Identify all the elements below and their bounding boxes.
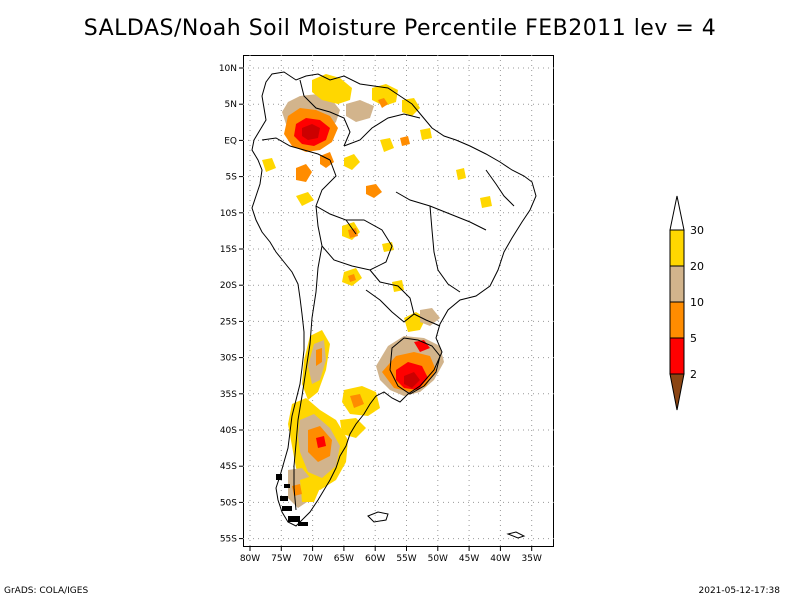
patch-brazil-south-tan [420,308,440,326]
colorbar-label: 5 [690,332,697,345]
border-brazil-north [343,113,421,147]
patch-bolivia-orange [348,274,356,282]
border-brazil-internal3 [485,169,515,207]
longitude-labels: 80W 75W 70W 65W 60W 55W 50W 45W 40W 35W [240,554,542,564]
patch-amazon-orange1 [296,164,312,182]
percentile-patches [262,74,492,508]
lon-label: 45W [459,554,479,564]
lat-label: 40S [220,426,237,436]
colorbar-label: 2 [690,368,697,381]
map-title: SALDAS/Noah Soil Moisture Percentile FEB… [83,16,717,41]
fjord-1 [284,484,290,488]
lon-label: 65W [334,554,354,564]
colorbar-label: 10 [690,296,704,309]
lon-label: 75W [271,554,291,564]
patch-patagonia-yellow-south [300,476,320,502]
colorbar: 30 20 10 5 2 [669,195,704,411]
patch-guiana-yellow2 [402,98,420,116]
patch-amazon-yellow3 [296,192,314,206]
coastlines-borders [251,71,537,539]
falkland-islands [367,511,389,523]
patch-patagonia-red [316,436,326,448]
lat-label: 10S [220,209,237,219]
lat-label: 5S [226,173,238,183]
patch-amazon-orange4 [400,136,410,146]
patch-amazon-yellow2 [262,158,276,172]
colorbar-segment [669,265,685,303]
latitude-labels: 10N 5N EQ 5S 10S 15S 20S 25S 30S 35S 40S 45S 50S 55S [219,64,237,545]
axis-ticks [239,67,533,551]
lat-label: 25S [220,317,237,327]
border-uruguay [389,337,441,395]
lat-label: 5N [225,100,237,110]
patch-uruguay-darkred [404,372,420,388]
patch-colombia-darkred [302,124,320,140]
patch-arg-yellow2 [340,418,366,438]
patch-guiana-orange [378,98,388,108]
patch-amazon-yellow5 [420,128,432,140]
border-colombia-peru [261,137,331,161]
south-georgia [506,531,526,539]
lon-label: 70W [302,554,322,564]
patch-amazon-yellow4 [380,138,394,152]
colorbar-segment [669,301,685,339]
lon-label: 55W [396,554,416,564]
patch-arg-orange1 [350,394,364,408]
patch-brazil-yellow4 [480,196,492,208]
lon-label: 50W [428,554,448,564]
patch-amazon-orange3 [366,184,382,198]
fjord-6 [276,474,282,480]
footer-timestamp: 2021-05-12-17:38 [698,586,781,596]
colorbar-label: 20 [690,260,704,273]
lon-label: 60W [365,554,385,564]
fjord-2 [280,496,288,501]
fjord-5 [298,522,308,526]
lon-label: 80W [240,554,260,564]
border-colombia-venezuela [299,79,351,147]
lat-label: EQ [224,136,237,146]
lat-label: 45S [220,462,237,472]
border-brazil-internal2 [429,205,461,293]
lon-label: 35W [522,554,542,564]
lat-label: 20S [220,281,237,291]
colorbar-label: 30 [690,224,704,237]
border-brazil-internal [395,191,487,231]
chile-fjords [276,474,308,526]
lat-label: 10N [219,64,237,74]
colorbar-segment [669,337,685,375]
lat-label: 30S [220,354,237,364]
border-argentina-brazil [413,313,441,327]
patch-brazil-yellow3 [456,168,466,180]
fjord-3 [282,506,292,511]
colorbar-top-arrow [669,195,685,231]
lat-label: 50S [220,498,237,508]
patch-amazon-yellow1 [344,154,360,170]
patch-amazon-orange2 [320,152,334,168]
lon-label: 40W [490,554,510,564]
patch-brazil-orange1 [348,228,358,238]
colorbar-segment [669,229,685,267]
patch-brazil-yellow2 [382,242,394,252]
lat-label: 55S [220,535,237,545]
patch-venezuela-tan [346,100,374,122]
border-peru-brazil [315,159,357,235]
patch-venezuela-yellow [312,74,352,104]
colorbar-bottom-arrow [669,373,685,411]
lat-label: 35S [220,390,237,400]
continent-coastline [251,71,537,527]
patch-andes-orange [316,348,322,366]
border-chile-argentina [293,245,323,511]
fjord-4 [288,516,300,522]
lat-label: 15S [220,245,237,255]
footer-credit: GrADS: COLA/IGES [4,586,89,596]
